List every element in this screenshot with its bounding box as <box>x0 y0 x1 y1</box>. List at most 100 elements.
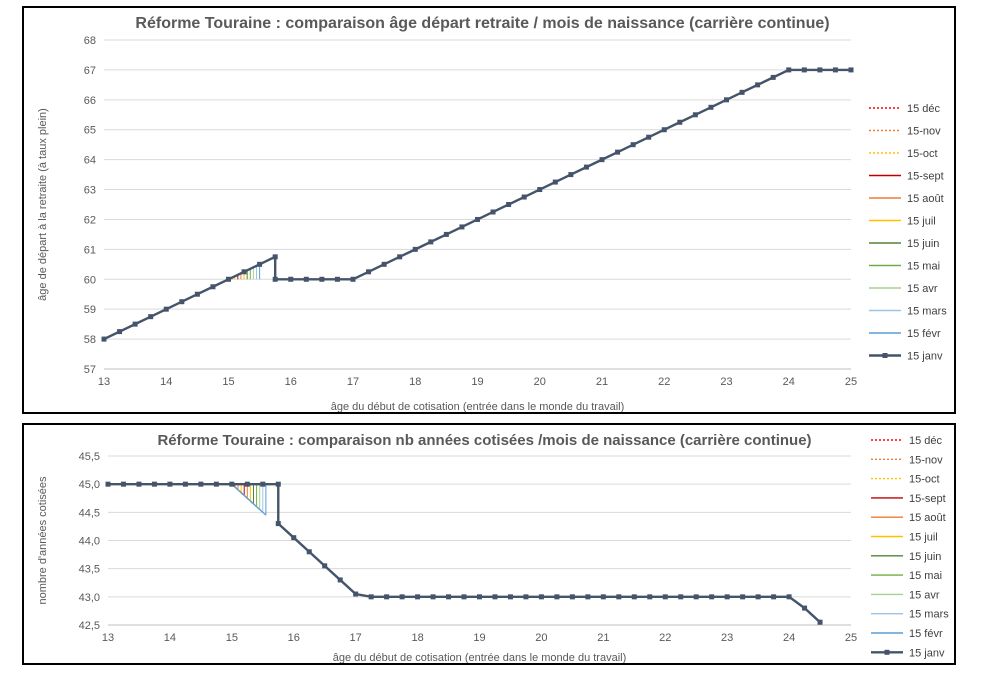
legend-label: 15 mars <box>907 306 947 318</box>
data-point-15-janv <box>229 481 235 487</box>
y-tick-label: 57 <box>84 364 96 376</box>
data-point-15-janv <box>288 276 294 282</box>
data-point-15-janv <box>151 481 157 487</box>
data-point-15-janv <box>568 172 574 178</box>
data-point-15-janv <box>538 594 544 600</box>
x-tick-label: 14 <box>164 632 176 644</box>
data-point-15-janv <box>646 134 652 140</box>
data-point-15-janv <box>322 563 328 569</box>
data-point-15-janv <box>569 594 575 600</box>
data-point-15-janv <box>631 594 637 600</box>
x-tick-label: 21 <box>596 376 608 388</box>
legend-label: 15 févr <box>907 328 941 340</box>
data-point-15-janv <box>678 594 684 600</box>
data-point-15-janv <box>490 209 496 215</box>
x-tick-label: 21 <box>597 632 609 644</box>
x-tick-label: 23 <box>721 632 733 644</box>
legend-marker <box>882 353 888 358</box>
data-point-15-janv <box>366 269 372 275</box>
data-point-15-janv <box>817 67 823 73</box>
data-point-15-janv <box>817 619 823 625</box>
legend-label: 15-nov <box>909 454 943 466</box>
data-point-15-janv <box>272 254 278 260</box>
data-point-15-janv <box>661 127 667 133</box>
contribution-years-chart: Réforme Touraine : comparaison nb années… <box>37 432 949 663</box>
data-point-15-janv <box>537 187 543 193</box>
legend-label: 15-oct <box>907 148 938 160</box>
data-point-15-janv <box>677 119 683 125</box>
x-tick-label: 14 <box>160 376 172 388</box>
data-point-15-janv <box>257 261 263 267</box>
x-axis-label: âge du début de cotisation (entrée dans … <box>333 652 627 663</box>
data-point-15-janv <box>600 594 606 600</box>
y-tick-label: 68 <box>84 35 96 47</box>
data-point-15-janv <box>692 112 698 118</box>
chart-title: Réforme Touraine : comparaison nb années… <box>157 432 811 449</box>
data-point-15-janv <box>306 549 312 555</box>
data-point-15-janv <box>337 577 343 583</box>
y-tick-label: 61 <box>84 244 96 256</box>
y-tick-label: 44,0 <box>79 536 100 548</box>
data-point-15-janv <box>585 594 591 600</box>
x-tick-label: 15 <box>222 376 234 388</box>
data-point-15-janv <box>446 594 452 600</box>
data-point-15-janv <box>771 594 777 600</box>
x-tick-label: 16 <box>285 376 297 388</box>
data-point-15-janv <box>507 594 513 600</box>
data-point-15-janv <box>786 594 792 600</box>
legend-label: 15 juin <box>907 238 939 250</box>
y-tick-label: 45,0 <box>79 479 100 491</box>
data-point-15-janv <box>599 157 605 163</box>
y-tick-label: 59 <box>84 304 96 316</box>
data-point-15-janv <box>163 306 169 312</box>
data-point-15-janv <box>848 67 854 73</box>
legend-label: 15 janv <box>909 647 945 659</box>
y-tick-label: 67 <box>84 65 96 77</box>
x-tick-label: 18 <box>411 632 423 644</box>
data-point-15-janv <box>319 276 325 282</box>
data-point-15-janv <box>443 231 449 237</box>
x-tick-label: 17 <box>347 376 359 388</box>
x-tick-label: 25 <box>845 376 857 388</box>
y-tick-label: 58 <box>84 334 96 346</box>
data-point-15-janv <box>506 202 512 207</box>
data-point-15-janv <box>226 276 231 282</box>
y-axis-label: nombre d'années cotisées <box>37 476 49 605</box>
data-point-15-janv <box>179 299 185 305</box>
data-point-15-janv <box>583 164 589 170</box>
x-tick-label: 20 <box>535 632 547 644</box>
data-point-15-janv <box>136 481 142 487</box>
data-point-15-janv <box>275 481 281 487</box>
legend-label: 15 avr <box>909 589 940 601</box>
data-point-15-janv <box>616 594 622 600</box>
data-point-15-janv <box>412 246 418 252</box>
x-tick-label: 19 <box>473 632 485 644</box>
y-tick-label: 43,0 <box>79 592 100 604</box>
x-tick-label: 13 <box>102 632 114 644</box>
data-point-15-janv <box>802 605 808 611</box>
x-axis-label: âge du début de cotisation (entrée dans … <box>331 401 625 412</box>
data-point-15-janv <box>475 216 480 222</box>
data-point-15-janv <box>101 336 107 342</box>
legend-label: 15 mai <box>907 261 940 273</box>
legend-label: 15 févr <box>909 628 943 640</box>
data-point-15-janv <box>368 594 374 600</box>
data-point-15-janv <box>353 591 359 597</box>
legend-label: 15 déc <box>909 435 943 447</box>
x-tick-label: 18 <box>409 376 421 388</box>
series-line-15-févr <box>231 483 267 516</box>
legend-label: 15-sept <box>907 171 944 183</box>
data-point-15-janv <box>662 594 668 600</box>
data-point-15-janv <box>132 321 138 327</box>
series-line-15-janv <box>103 68 851 341</box>
data-point-15-janv <box>105 481 111 487</box>
data-point-15-janv <box>194 291 200 297</box>
y-tick-label: 63 <box>84 185 96 197</box>
y-axis-label: âge de départ à la retraite (à taux plei… <box>37 108 49 301</box>
legend-label: 15 juin <box>909 551 941 563</box>
data-point-15-janv <box>430 594 436 600</box>
y-tick-label: 42,5 <box>79 620 100 632</box>
data-point-15-janv <box>260 481 266 487</box>
data-point-15-janv <box>291 535 297 541</box>
data-point-15-janv <box>647 594 653 600</box>
